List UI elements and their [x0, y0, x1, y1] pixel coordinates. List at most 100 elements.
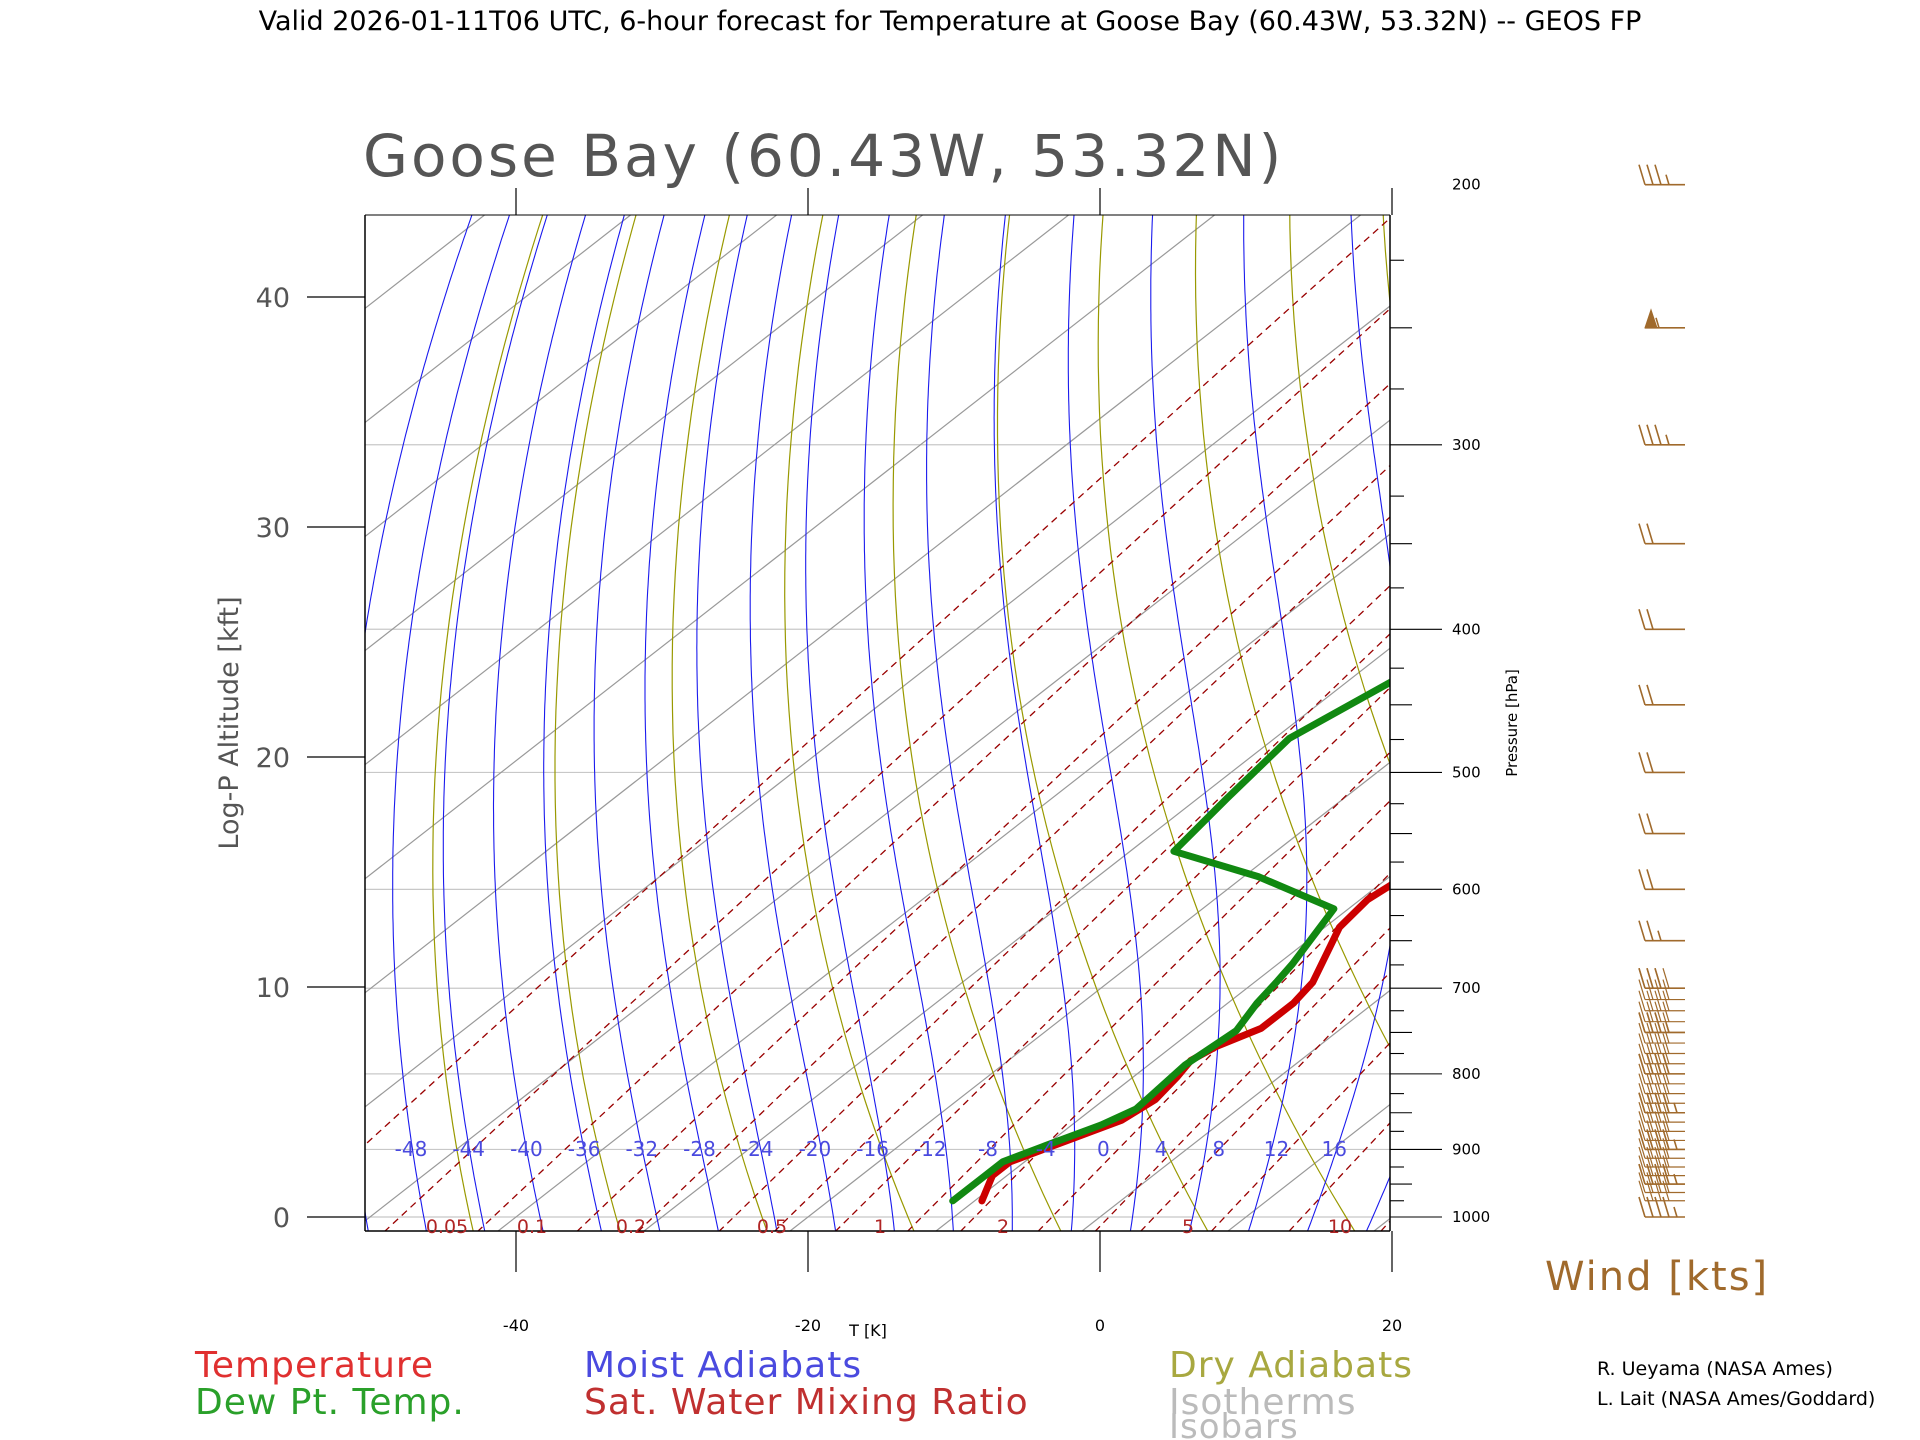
wind-barb	[1638, 1196, 1685, 1218]
wind-barb-dense	[1638, 968, 1685, 989]
legend: Temperature Dew Pt. Temp. Moist Adiabats…	[194, 1345, 1413, 1440]
pressure-tick-label: 800	[1452, 1065, 1481, 1083]
wind-barb-flag	[1662, 1120, 1670, 1141]
mixing-ratio-line	[1094, 927, 1390, 1231]
wind-barb	[1638, 164, 1685, 186]
wind-barb-flag	[1638, 1012, 1646, 1033]
wind-barb-flag	[1646, 424, 1654, 445]
wind-barb-flag	[1662, 1022, 1670, 1044]
header-title: Valid 2026-01-11T06 UTC, 6-hour forecast…	[259, 6, 1642, 37]
legend-isobars: Isobars	[1169, 1407, 1299, 1440]
x-tick-label: 20	[1382, 1316, 1402, 1335]
mixing-ratio-line	[906, 751, 1390, 1231]
moist-adiabat-line	[749, 215, 837, 1231]
wind-barb-flag	[1646, 1129, 1654, 1150]
wind-barb-flag	[1646, 990, 1654, 1011]
wind-barb-flag	[1638, 1073, 1646, 1094]
wind-barb-flag	[1638, 869, 1646, 890]
pressure-tick-label: 200	[1452, 176, 1481, 194]
wind-barb	[1638, 684, 1685, 706]
x-axis-label: T [K]	[848, 1321, 887, 1340]
moist-adiabat-line	[993, 215, 1076, 1231]
isotherm-line	[497, 533, 1390, 1231]
wind-barb	[1638, 424, 1685, 446]
legend-dry-adiabats: Dry Adiabats	[1169, 1345, 1413, 1386]
dry-adiabat-line	[892, 215, 1062, 1231]
wind-barb-flag	[1662, 979, 1670, 1000]
wind-barb-flag	[1662, 990, 1670, 1011]
moist-adiabat-label: -20	[799, 1137, 832, 1161]
y-tick-label: 10	[256, 973, 290, 1004]
wind-barb-flag	[1638, 1172, 1646, 1193]
wind-barb-flag	[1662, 1196, 1670, 1218]
wind-barb-flag	[1646, 1138, 1654, 1159]
mixing-ratio-line	[365, 217, 1390, 1146]
wind-barb-flag	[1638, 920, 1646, 941]
wind-barbs	[1638, 164, 1685, 1218]
wind-barb-flag	[1638, 684, 1646, 706]
moist-adiabat-line	[644, 215, 719, 1231]
grid-line-labels: -48 -44 -40 -36 -32 -28 -24 -20 -16 -12 -8 -4 0 4 8 12 1…	[395, 1137, 1352, 1238]
wind-barb-flag	[1646, 523, 1654, 544]
background-grid	[365, 205, 1920, 1240]
wind-label: Wind [kts]	[1545, 1254, 1769, 1300]
wind-barb-flag	[1662, 1146, 1670, 1168]
wind-barb-flag	[1654, 1012, 1662, 1033]
moist-adiabat-label: -4	[1036, 1137, 1056, 1161]
wind-barb-flag	[1638, 990, 1646, 1011]
dry-adiabat-line	[1662, 205, 1920, 1240]
wind-barb-dense	[1638, 1155, 1685, 1177]
isotherm-line	[935, 875, 1390, 1231]
dewpoint-line	[949, 678, 1390, 1205]
wind-barb	[1644, 308, 1685, 329]
wind-barb-dense	[1638, 1101, 1685, 1123]
wind-barb-flag	[1638, 979, 1646, 1000]
wind-barb-flag	[1646, 1120, 1654, 1141]
wind-barb-flag	[1646, 869, 1654, 890]
mixing-ratio-line	[1140, 971, 1390, 1231]
wind-barb-flag	[1638, 1092, 1646, 1113]
moist-adiabat-label: -28	[683, 1137, 716, 1161]
isotherm-line	[365, 215, 923, 652]
wind-barb-flag	[1638, 1180, 1646, 1201]
wind-barb-flag	[1646, 684, 1654, 706]
isotherm-line	[365, 215, 631, 424]
wind-barb-dense	[1638, 990, 1685, 1012]
dry-adiabat-line	[1848, 205, 1920, 1240]
wind-barb-flag	[1654, 1022, 1662, 1044]
moist-adiabat-label: 12	[1264, 1137, 1289, 1161]
moist-adiabat-label: -44	[452, 1137, 485, 1161]
mixing-ratio-line	[834, 686, 1390, 1231]
wind-barb-flag	[1654, 1001, 1662, 1022]
wind-barb-flag	[1638, 1129, 1646, 1150]
mixing-ratio-line	[477, 382, 1390, 1231]
mixing-ratio-label: 0.1	[517, 1216, 547, 1238]
wind-barb	[1638, 1012, 1685, 1034]
mixing-ratio-line	[718, 584, 1390, 1231]
legend-dewpoint: Dew Pt. Temp.	[195, 1382, 465, 1423]
wind-barb-dense	[1638, 1129, 1685, 1151]
wind-barb-flag	[1654, 164, 1662, 185]
wind-barb-flag	[1654, 1138, 1662, 1159]
moist-adiabat-line	[1243, 215, 1308, 1231]
wind-barb	[1638, 752, 1685, 774]
temperature-line	[978, 881, 1390, 1205]
moist-adiabat-line	[1067, 215, 1144, 1231]
dry-adiabat-line	[1382, 215, 1390, 308]
mixing-ratio-line	[959, 800, 1390, 1231]
mixing-ratio-line	[1037, 872, 1390, 1231]
wind-barb-dense	[1638, 1022, 1685, 1044]
wind-barb-flag	[1646, 1022, 1654, 1044]
moist-adiabat-line	[543, 215, 625, 1231]
isotherm-line	[789, 761, 1390, 1231]
moist-adiabat-line	[593, 215, 665, 1231]
wind-barb-flag	[1662, 1111, 1670, 1132]
wind-barb-half	[1665, 434, 1670, 445]
wind-barb-flag	[1638, 1001, 1646, 1022]
wind-barb-flag	[1638, 1101, 1646, 1123]
mixing-ratio-line	[773, 633, 1390, 1231]
isotherm-line	[365, 215, 1361, 994]
sounding-series	[949, 678, 1390, 1205]
